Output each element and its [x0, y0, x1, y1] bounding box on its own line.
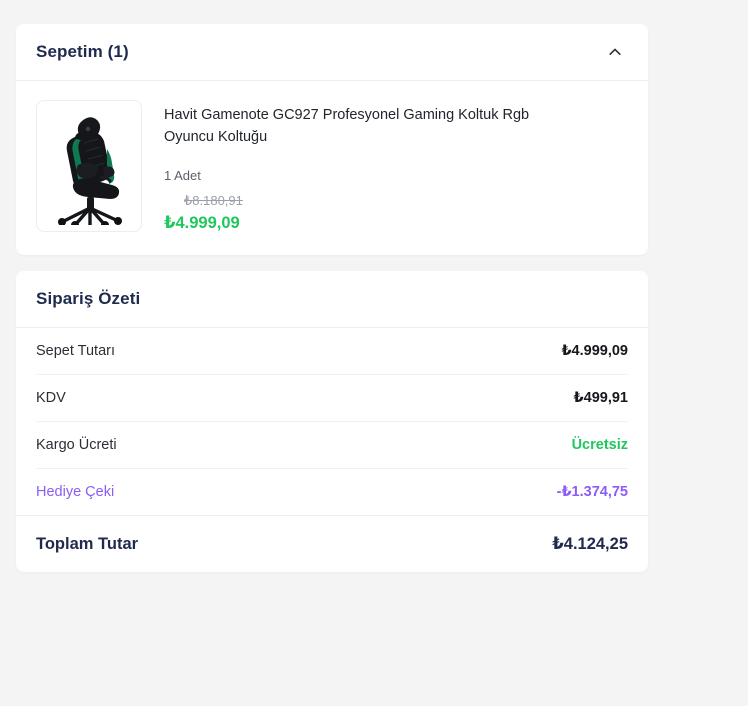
summary-value: ₺4.999,09 — [561, 343, 628, 359]
summary-row-total: Toplam Tutar ₺4.124,25 — [16, 515, 648, 572]
order-summary-title: Sipariş Özeti — [36, 289, 141, 308]
cart-card: Sepetim (1) — [16, 24, 648, 255]
product-quantity: 1 Adet — [164, 168, 201, 183]
total-label: Toplam Tutar — [36, 534, 139, 553]
product-old-price: ₺8.180,91 — [184, 193, 243, 208]
cart-item: Havit Gamenote GC927 Profesyonel Gaming … — [16, 81, 648, 255]
gift-voucher-link[interactable]: Hediye Çeki — [36, 484, 115, 500]
order-summary-header: Sipariş Özeti — [16, 271, 648, 328]
summary-row-shipping: Kargo Ücreti Ücretsiz — [36, 422, 628, 469]
product-thumbnail[interactable] — [36, 100, 142, 232]
summary-value: ₺499,91 — [573, 390, 628, 406]
summary-label: Sepet Tutarı — [36, 343, 115, 359]
order-summary-card: Sipariş Özeti Sepet Tutarı ₺4.999,09 KDV… — [16, 271, 648, 572]
cart-title: Sepetim (1) — [36, 42, 129, 61]
summary-label: KDV — [36, 390, 66, 406]
total-value: ₺4.124,25 — [552, 535, 628, 553]
product-new-price: ₺4.999,09 — [164, 214, 240, 232]
chevron-up-icon[interactable] — [602, 39, 628, 65]
summary-value: Ücretsiz — [571, 437, 628, 453]
cart-card-header[interactable]: Sepetim (1) — [16, 24, 648, 81]
summary-row-subtotal: Sepet Tutarı ₺4.999,09 — [36, 328, 628, 375]
product-price-block: ₺8.180,91 ₺4.999,09 — [164, 193, 628, 233]
summary-value: -₺1.374,75 — [556, 484, 628, 500]
product-info: Havit Gamenote GC927 Profesyonel Gaming … — [164, 100, 628, 233]
summary-row-gift-voucher[interactable]: Hediye Çeki -₺1.374,75 — [36, 469, 628, 515]
product-title[interactable]: Havit Gamenote GC927 Profesyonel Gaming … — [164, 107, 530, 145]
summary-label: Kargo Ücreti — [36, 437, 117, 453]
summary-row-vat: KDV ₺499,91 — [36, 375, 628, 422]
order-summary-rows: Sepet Tutarı ₺4.999,09 KDV ₺499,91 Kargo… — [16, 328, 648, 515]
